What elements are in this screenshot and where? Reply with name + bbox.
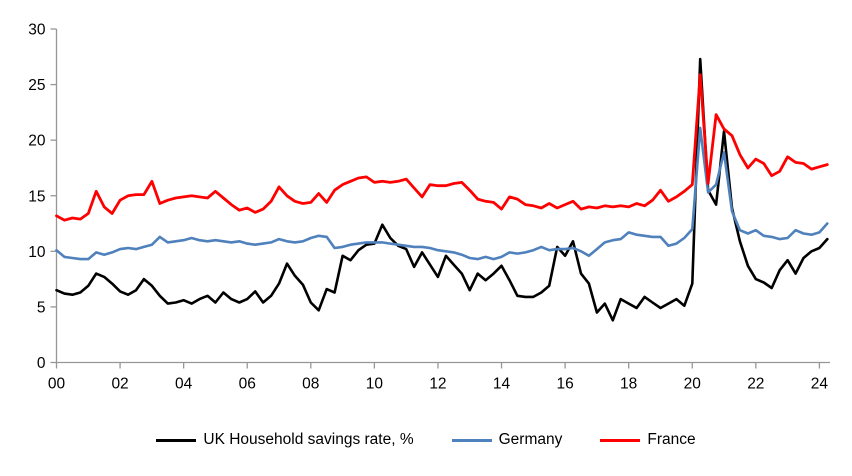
y-tick-label: 25	[28, 77, 45, 94]
x-tick-label: 24	[811, 376, 829, 393]
legend-label-germany: Germany	[498, 431, 563, 448]
x-tick-label: 14	[493, 376, 511, 393]
y-tick-label: 0	[37, 355, 46, 372]
y-tick-label: 20	[28, 133, 46, 150]
x-axis: 00 02 04 06 08 10 12 14 16 18 20 22 24	[48, 361, 830, 393]
legend: UK Household savings rate, % Germany Fra…	[0, 426, 852, 454]
legend-item-uk: UK Household savings rate, %	[156, 431, 414, 449]
germany-line-swatch	[451, 438, 492, 442]
x-tick-label: 08	[302, 376, 319, 393]
y-tick-label: 5	[37, 299, 46, 316]
germany-line	[55, 126, 829, 261]
y-tick-label: 10	[28, 244, 46, 261]
x-tick-label: 18	[620, 376, 637, 393]
y-tick-label: 15	[28, 188, 45, 205]
legend-item-france: France	[600, 431, 696, 449]
y-axis: 0 5 10 15 20 25 30	[28, 22, 58, 372]
france-line-swatch	[600, 438, 641, 442]
legend-label-france: France	[647, 431, 696, 448]
france-line	[55, 73, 829, 222]
x-tick-label: 10	[366, 376, 384, 393]
x-tick-label: 12	[429, 376, 446, 393]
x-tick-label: 02	[111, 376, 128, 393]
x-tick-label: 06	[239, 376, 256, 393]
x-tick-label: 22	[747, 376, 764, 393]
x-tick-label: 00	[48, 376, 66, 393]
legend-item-germany: Germany	[451, 431, 563, 449]
x-tick-label: 16	[556, 376, 573, 393]
x-tick-label: 20	[684, 376, 702, 393]
y-tick-label: 30	[28, 22, 46, 39]
x-tick-label: 04	[175, 376, 193, 393]
legend-label-uk: UK Household savings rate, %	[203, 431, 414, 448]
uk-line-swatch	[156, 438, 197, 442]
